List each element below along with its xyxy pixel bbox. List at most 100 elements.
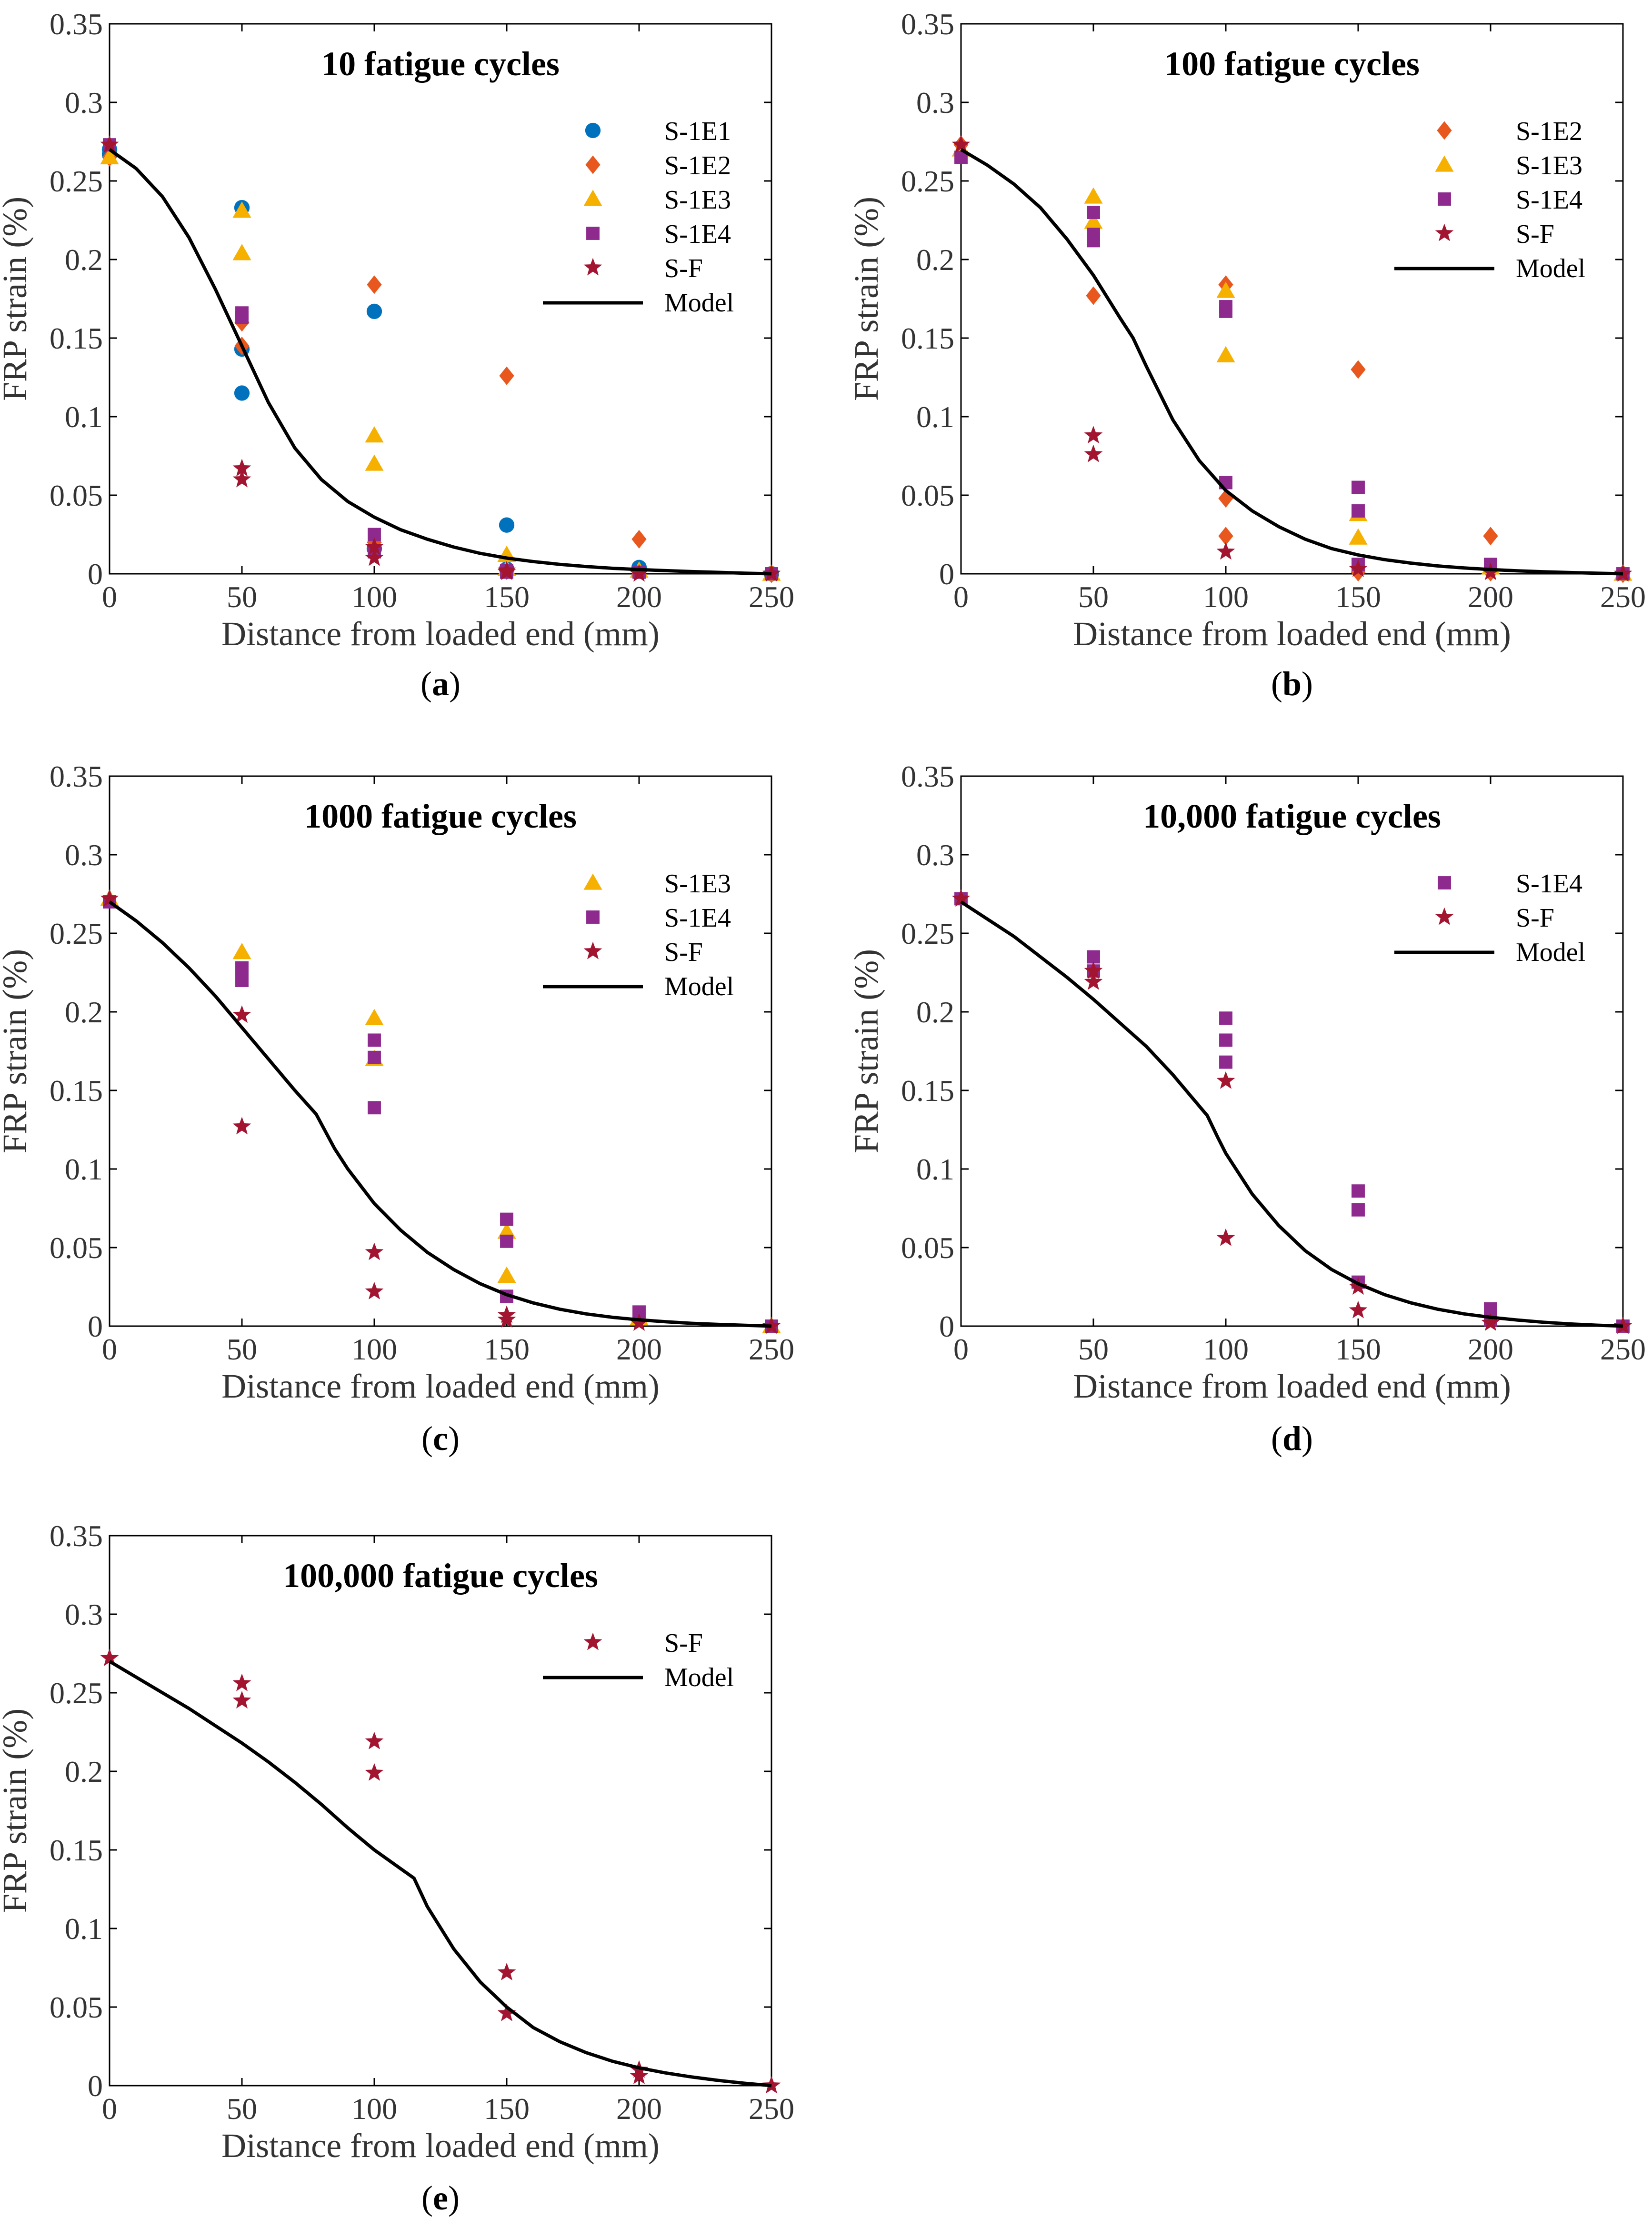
x-tick-label: 150 xyxy=(484,580,530,614)
panel-caption: (b) xyxy=(1271,665,1313,703)
y-tick-label: 0.2 xyxy=(916,995,954,1029)
chart-title: 10 fatigue cycles xyxy=(321,45,560,83)
x-tick-label: 50 xyxy=(227,2092,257,2126)
y-tick-label: 0 xyxy=(88,557,103,591)
data-point xyxy=(367,275,382,294)
data-point xyxy=(232,943,251,959)
data-point xyxy=(1087,206,1100,219)
x-tick-label: 200 xyxy=(616,580,662,614)
data-point xyxy=(1216,1071,1235,1089)
x-axis-label: Distance from loaded end (mm) xyxy=(1073,1367,1511,1405)
legend-marker xyxy=(1438,876,1451,889)
legend: S-1E3 S-1E4 S-F Model xyxy=(543,869,734,1001)
x-axis-label: Distance from loaded end (mm) xyxy=(221,2127,660,2165)
model-curve xyxy=(960,148,1623,576)
legend: S-F Model xyxy=(543,1629,734,1692)
data-point xyxy=(234,385,250,401)
data-point xyxy=(630,2066,649,2084)
y-tick-label: 0.35 xyxy=(50,759,103,793)
y-tick-label: 0.2 xyxy=(65,1755,103,1788)
data-point xyxy=(235,961,249,975)
y-tick-label: 0.05 xyxy=(901,479,954,512)
x-tick-label: 200 xyxy=(616,2092,662,2126)
legend-label: S-1E4 xyxy=(664,220,731,249)
y-tick-label: 0.1 xyxy=(65,1912,103,1946)
x-tick-label: 150 xyxy=(1335,580,1381,614)
y-tick-label: 0.35 xyxy=(901,759,954,793)
data-point xyxy=(1349,528,1368,545)
data-point xyxy=(100,135,119,153)
data-point xyxy=(500,1234,513,1248)
legend-label: S-1E2 xyxy=(664,151,731,180)
data-point xyxy=(1351,360,1366,379)
legend-label: S-1E3 xyxy=(664,185,731,215)
x-tick-label: 0 xyxy=(953,580,969,614)
data-point xyxy=(1087,234,1100,248)
data-point xyxy=(365,537,384,555)
x-tick-label: 0 xyxy=(102,580,117,614)
y-axis-label: FRP strain (%) xyxy=(0,197,34,401)
panel-caption: (d) xyxy=(1271,1419,1313,1458)
data-point xyxy=(232,1117,251,1135)
x-tick-label: 50 xyxy=(227,1332,257,1366)
y-tick-label: 0 xyxy=(939,557,954,591)
data-point xyxy=(500,1212,513,1226)
x-tick-label: 250 xyxy=(1600,580,1646,614)
series-S-1E4 xyxy=(103,895,778,1333)
x-tick-label: 250 xyxy=(749,2092,794,2126)
chart-title: 100,000 fatigue cycles xyxy=(283,1557,598,1595)
legend-label: Model xyxy=(664,972,734,1001)
data-point xyxy=(1216,1228,1235,1246)
legend-marker xyxy=(586,910,600,924)
x-tick-label: 50 xyxy=(227,580,257,614)
data-point xyxy=(232,459,251,477)
data-point xyxy=(1219,1011,1232,1025)
legend-marker xyxy=(585,122,601,139)
legend-label: Model xyxy=(1516,938,1585,967)
chart-panel-c: 0 50 100 150 200 250 0 0.05 0.1 0.15 0.2 0.25 0.3 0.3… xyxy=(0,759,794,1458)
y-tick-label: 0.05 xyxy=(50,479,103,512)
data-point xyxy=(365,426,384,443)
y-tick-label: 0.25 xyxy=(901,917,954,950)
data-point xyxy=(1219,1033,1232,1047)
y-tick-label: 0.15 xyxy=(50,1833,103,1867)
chart-panel-a: 0 50 100 150 200 250 0 0.05 0.1 0.15 0.2 0.25 0.3 0.3… xyxy=(0,7,794,703)
data-point xyxy=(1349,1300,1368,1319)
data-point xyxy=(232,1691,251,1708)
y-tick-label: 0.1 xyxy=(916,1152,954,1186)
data-point xyxy=(1084,212,1103,229)
y-tick-label: 0.25 xyxy=(50,164,103,198)
y-tick-label: 0 xyxy=(88,1309,103,1343)
legend-label: S-F xyxy=(1516,903,1554,933)
y-tick-label: 0.3 xyxy=(916,838,954,872)
data-point xyxy=(232,244,251,260)
data-point xyxy=(1352,504,1365,518)
data-point xyxy=(1352,1203,1365,1217)
data-point xyxy=(497,2003,516,2021)
x-tick-label: 150 xyxy=(1335,1332,1381,1366)
y-tick-label: 0.3 xyxy=(65,86,103,120)
model-curve xyxy=(109,1659,772,2088)
legend-label: S-F xyxy=(664,938,703,967)
legend-marker xyxy=(585,155,601,174)
data-point xyxy=(365,454,384,471)
legend-marker xyxy=(1435,907,1454,925)
chart-panel-d: 0 50 100 150 200 250 0 0.05 0.1 0.15 0.2 0.25 0.3 0.3… xyxy=(847,759,1646,1458)
data-point xyxy=(365,1009,384,1025)
data-point xyxy=(366,303,382,320)
legend-label: S-1E3 xyxy=(1516,151,1582,180)
legend: S-1E1 S-1E2 S-1E3 S-1E4 S-F Model xyxy=(543,117,734,318)
y-tick-label: 0.25 xyxy=(50,1676,103,1710)
legend-marker xyxy=(1437,121,1452,140)
legend-label: S-1E4 xyxy=(664,903,731,933)
x-axis-label: Distance from loaded end (mm) xyxy=(221,1367,660,1405)
data-point xyxy=(951,135,971,153)
y-tick-label: 0.3 xyxy=(65,1598,103,1631)
data-point xyxy=(100,148,119,165)
data-point xyxy=(1216,281,1235,298)
x-tick-label: 150 xyxy=(484,1332,530,1366)
data-point xyxy=(1086,286,1101,305)
y-tick-label: 0.15 xyxy=(901,321,954,355)
data-point xyxy=(232,201,251,218)
